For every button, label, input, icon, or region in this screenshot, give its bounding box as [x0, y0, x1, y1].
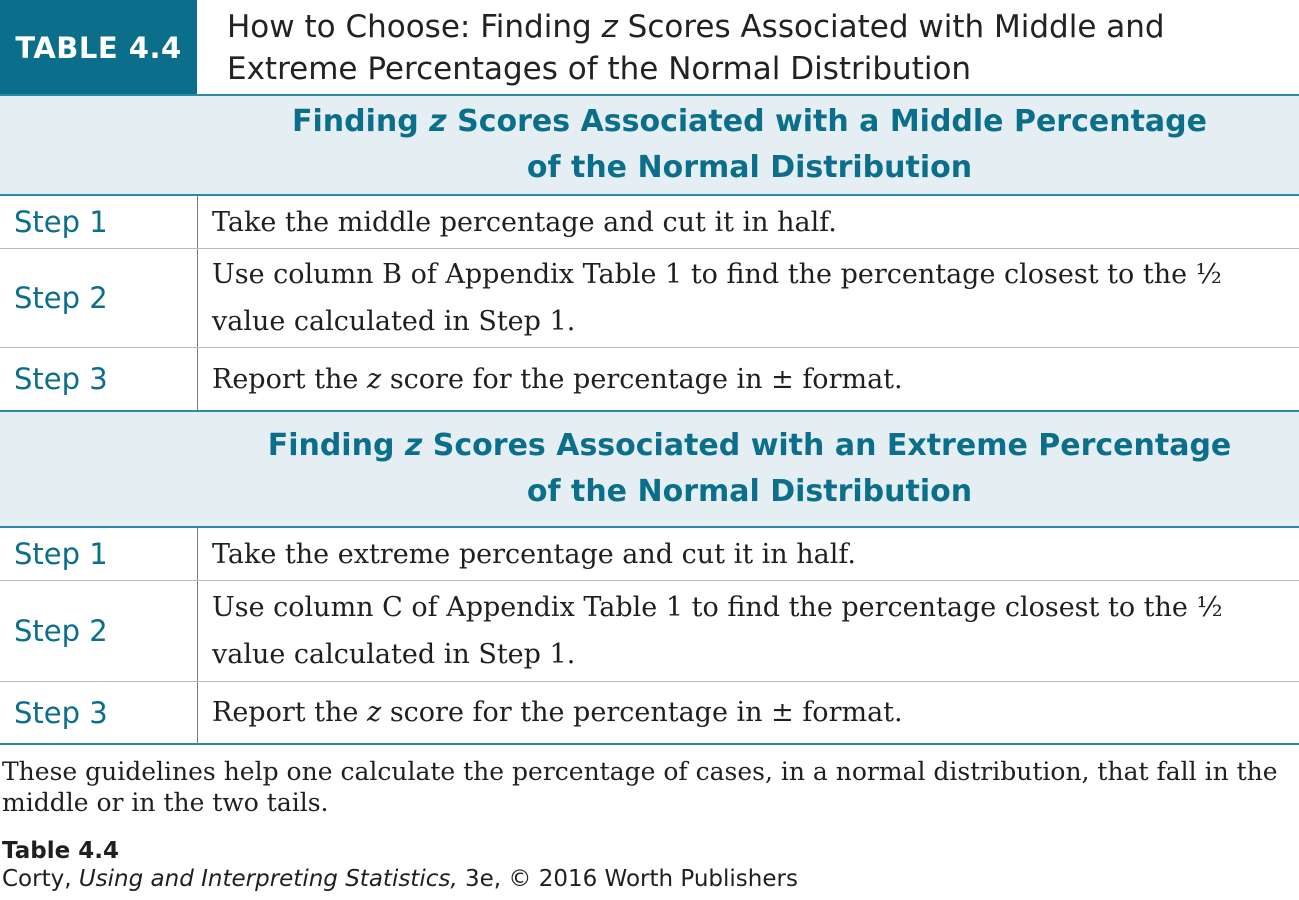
table-number-badge: TABLE 4.4: [0, 0, 197, 95]
row-divider: [0, 580, 1299, 581]
column-divider: [197, 682, 198, 743]
section-divider: [0, 526, 1299, 528]
row-divider: [0, 681, 1299, 682]
section-divider: [0, 194, 1299, 196]
column-divider: [197, 249, 198, 347]
step-text: Use column C of Appendix Table 1 to find…: [212, 592, 1223, 670]
table-title-bar: TABLE 4.4 How to Choose: Finding z Score…: [0, 0, 1299, 95]
section-heading-extreme: Finding z Scores Associated with an Extr…: [0, 412, 1299, 526]
step-label: Step 3: [14, 362, 108, 396]
step-label: Step 3: [14, 695, 108, 730]
table-row: Step 3 Report the z score for the percen…: [0, 682, 1299, 743]
step-label: Step 1: [14, 537, 108, 571]
table-row: Step 3 Report the z score for the percen…: [0, 348, 1299, 410]
table-row: Step 1 Take the middle percentage and cu…: [0, 196, 1299, 248]
table-row: Step 2 Use column C of Appendix Table 1 …: [0, 581, 1299, 681]
column-divider: [197, 348, 198, 410]
row-divider: [0, 347, 1299, 348]
table-caption: These guidelines help one calculate the …: [2, 757, 1278, 817]
step-text: Report the z score for the percentage in…: [212, 697, 903, 728]
column-divider: [197, 528, 198, 580]
table-bottom-border: [0, 743, 1299, 745]
table-title: How to Choose: Finding z Scores Associat…: [227, 9, 1165, 87]
step-label: Step 2: [14, 614, 108, 648]
step-text: Report the z score for the percentage in…: [212, 363, 903, 395]
source-title: Table 4.4: [2, 838, 119, 864]
step-text: Take the middle percentage and cut it in…: [212, 206, 837, 238]
step-text: Take the extreme percentage and cut it i…: [212, 538, 856, 570]
column-divider: [197, 581, 198, 681]
step-label: Step 2: [14, 281, 108, 315]
section-heading-middle: Finding z Scores Associated with a Middl…: [0, 96, 1299, 194]
section-divider: [0, 410, 1299, 412]
title-divider: [0, 94, 1299, 96]
column-divider: [197, 196, 198, 248]
row-divider: [0, 248, 1299, 249]
step-text: Use column B of Appendix Table 1 to find…: [212, 259, 1222, 337]
source-credit: Corty, Using and Interpreting Statistics…: [2, 866, 798, 892]
table-row: Step 2 Use column B of Appendix Table 1 …: [0, 249, 1299, 347]
table-row: Step 1 Take the extreme percentage and c…: [0, 528, 1299, 580]
step-label: Step 1: [14, 205, 108, 239]
